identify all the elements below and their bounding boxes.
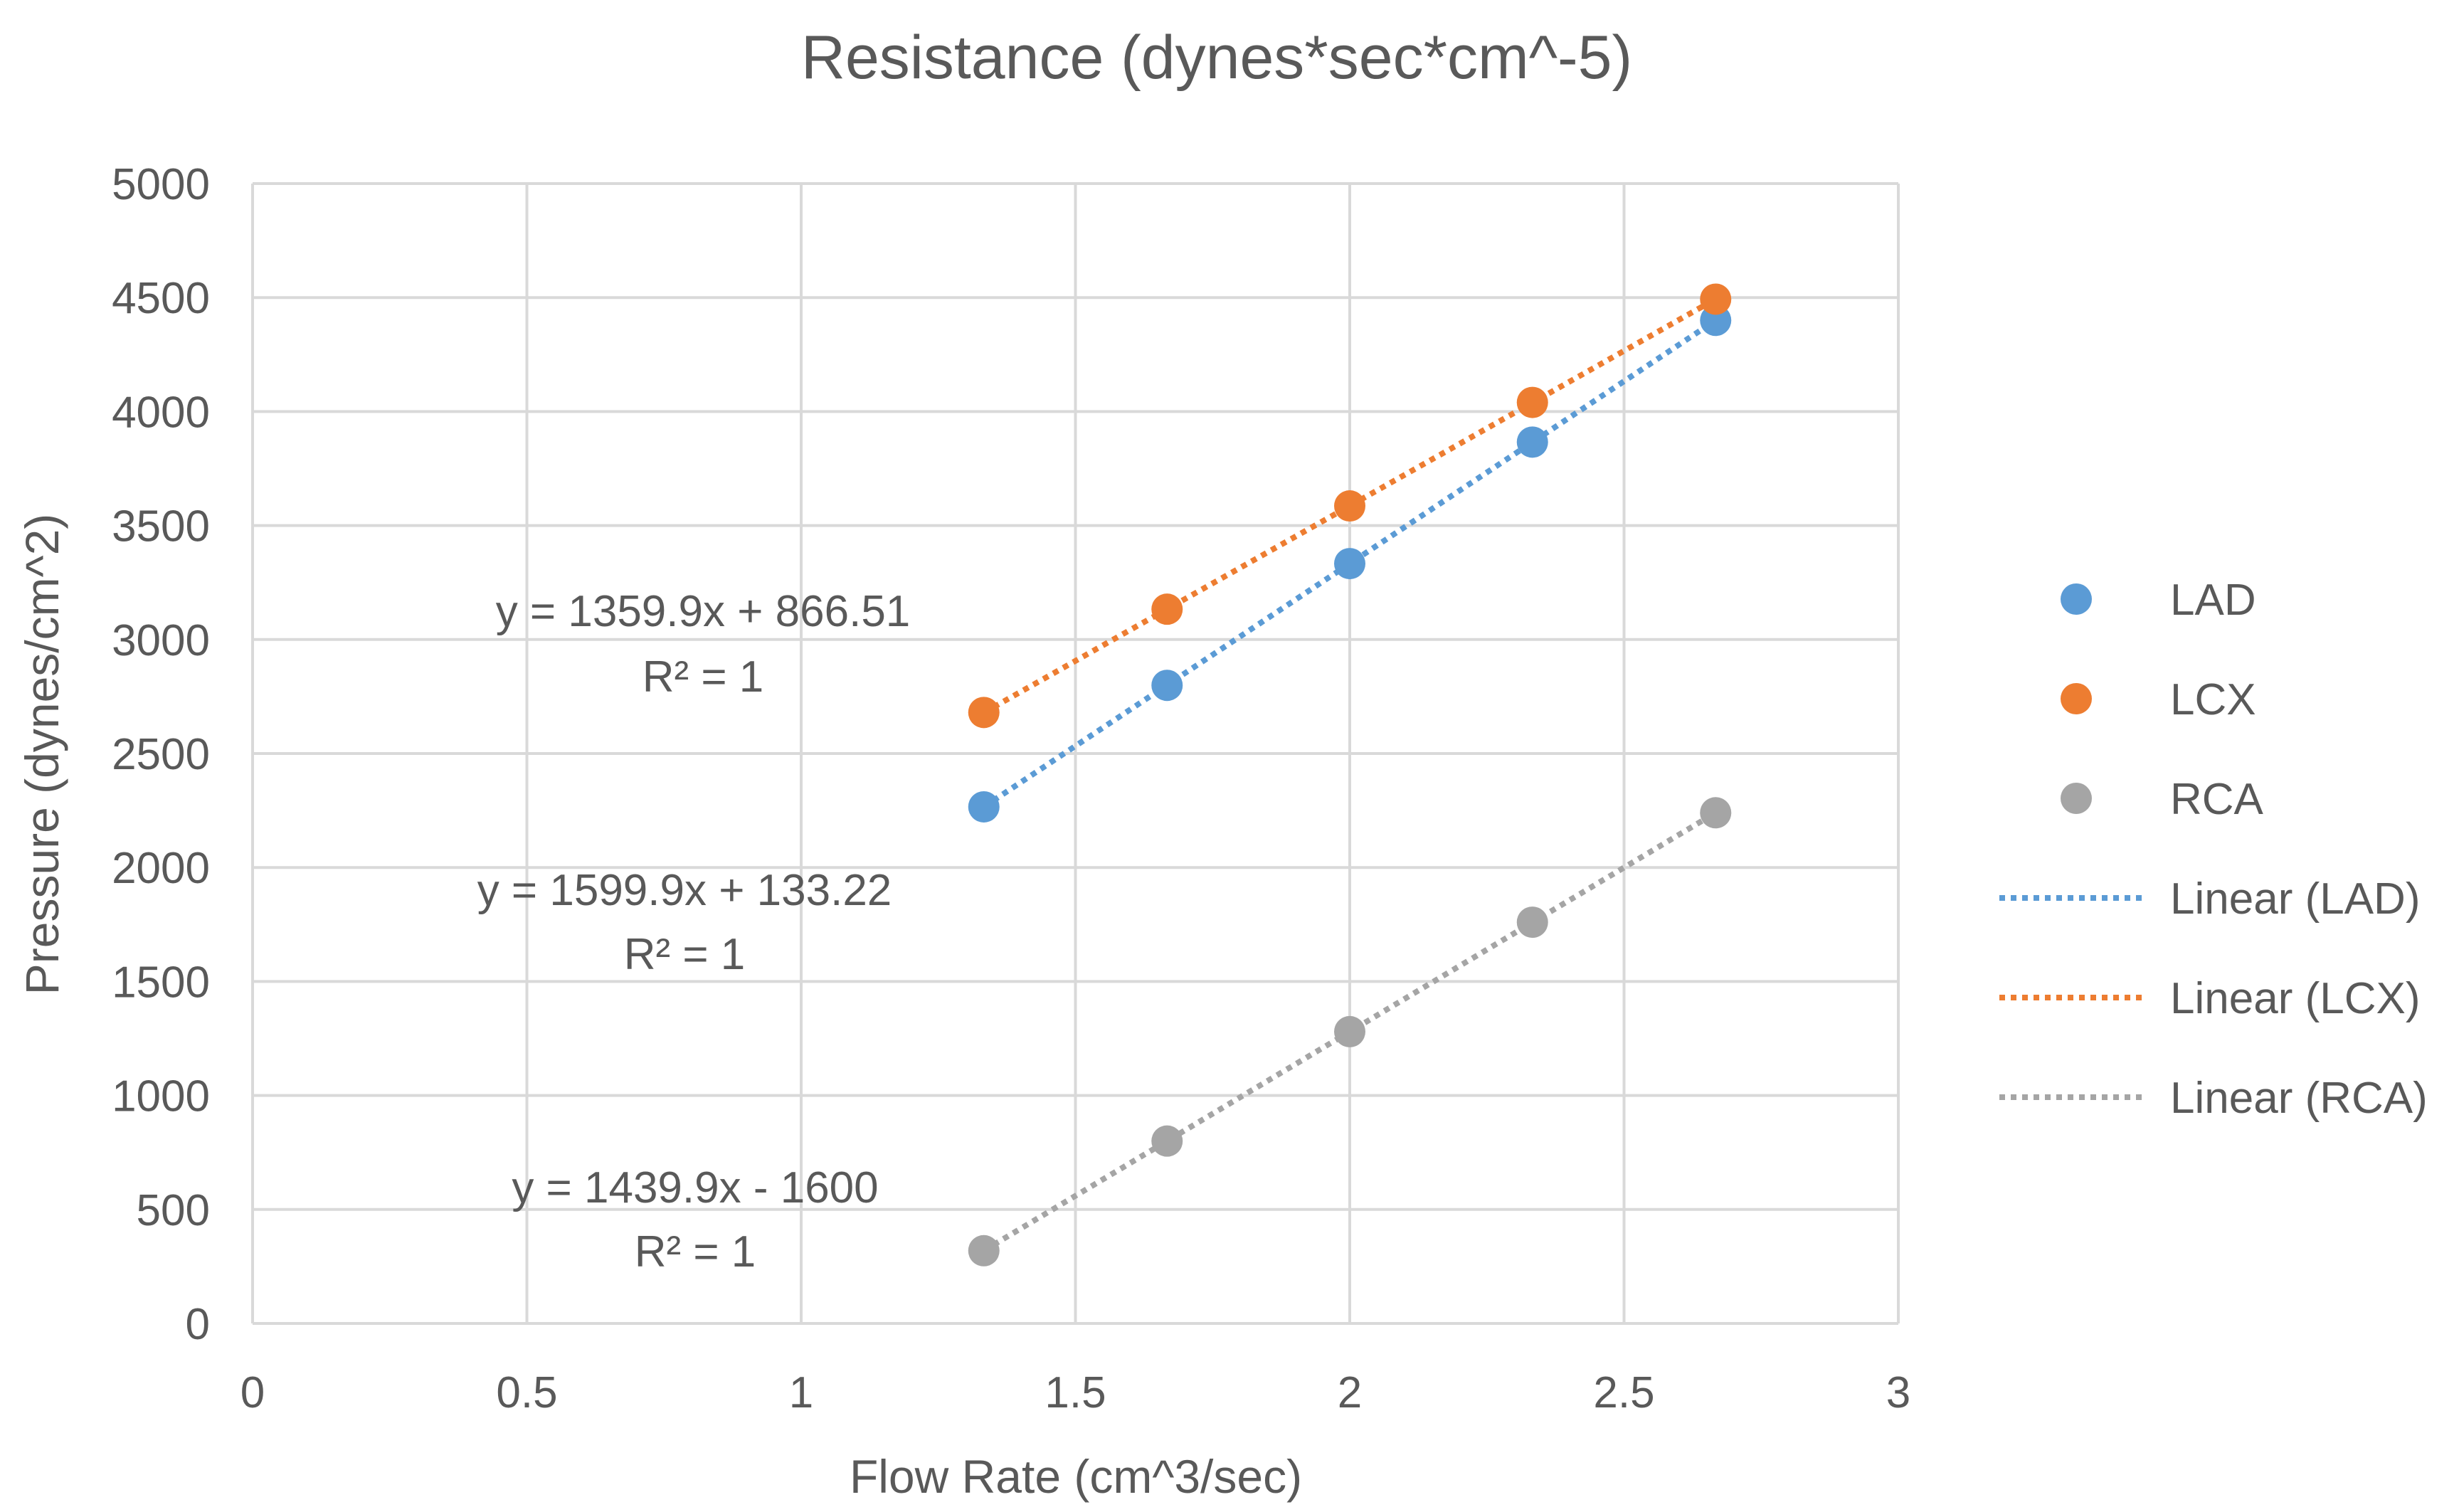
y-axis-label: Pressure (dynes/cm^2)	[16, 514, 68, 995]
data-point-lad	[1516, 426, 1548, 458]
y-tick-label: 1000	[112, 1072, 210, 1121]
equation-rca: y = 1439.9x - 1600	[512, 1163, 878, 1212]
equation-lcx: y = 1359.9x + 866.51	[496, 587, 911, 636]
legend-label-lad: LAD	[2170, 576, 2256, 625]
x-tick-label: 1	[789, 1368, 813, 1417]
x-tick-label: 2	[1338, 1368, 1362, 1417]
y-tick-label: 5000	[112, 160, 210, 209]
legend-marker-lad	[2061, 583, 2092, 615]
data-point-lcx	[968, 697, 1000, 729]
y-tick-label: 500	[137, 1186, 210, 1235]
y-tick-label: 0	[186, 1300, 210, 1349]
gridlines	[251, 182, 1900, 1325]
y-tick-label: 4500	[112, 274, 210, 323]
legend-trend-label-lcx: Linear (LCX)	[2170, 974, 2420, 1023]
trendline-lcx	[982, 296, 1718, 716]
x-tick-label: 1.5	[1045, 1368, 1106, 1417]
data-point-rca	[1700, 797, 1732, 829]
chart-title: Resistance (dynes*sec*cm^-5)	[801, 23, 1632, 92]
y-tick-label: 2000	[112, 844, 210, 893]
y-tick-label: 1500	[112, 958, 210, 1007]
data-point-lcx	[1516, 386, 1548, 418]
r-squared-lcx: R² = 1	[642, 652, 764, 702]
legend-label-lcx: LCX	[2170, 675, 2256, 724]
axis-ticks: 0 500 1000 1500 2000 2500 3000 3500 4000 4500 5000…	[112, 160, 1910, 1417]
x-tick-label: 0.5	[496, 1368, 557, 1417]
data-point-lcx	[1151, 593, 1183, 625]
x-tick-label: 2.5	[1593, 1368, 1654, 1417]
data-point-rca	[968, 1235, 1000, 1267]
legend: LAD LCX RCA Linear (LAD) Linear (LCX) Linear …	[1999, 576, 2428, 1123]
data-point-rca	[1151, 1125, 1183, 1157]
legend-trend-label-lad: Linear (LAD)	[2170, 874, 2420, 924]
trendline-equations: y = 1599.9x + 133.22 R² = 1 y = 1359.9x + …	[477, 587, 911, 1276]
y-tick-label: 3500	[112, 502, 210, 551]
r-squared-lad: R² = 1	[624, 930, 746, 979]
data-point-lad	[968, 791, 1000, 823]
trendline-lad	[982, 317, 1718, 810]
data-point-rca	[1516, 906, 1548, 939]
y-tick-label: 2500	[112, 730, 210, 779]
y-tick-label: 4000	[112, 388, 210, 437]
data-point-rca	[1334, 1015, 1365, 1047]
y-tick-label: 3000	[112, 616, 210, 665]
data-point-lcx	[1334, 490, 1365, 522]
x-tick-label: 0	[240, 1368, 265, 1417]
data-point-lad	[1334, 548, 1365, 580]
data-points	[968, 283, 1732, 1267]
legend-trend-label-rca: Linear (RCA)	[2170, 1074, 2428, 1123]
x-axis-label: Flow Rate (cm^3/sec)	[850, 1450, 1302, 1503]
r-squared-rca: R² = 1	[635, 1227, 756, 1276]
data-point-lad	[1151, 670, 1183, 702]
legend-marker-rca	[2061, 783, 2092, 814]
legend-label-rca: RCA	[2170, 775, 2264, 824]
legend-marker-lcx	[2061, 683, 2092, 714]
equation-lad: y = 1599.9x + 133.22	[477, 866, 892, 915]
data-point-lcx	[1700, 283, 1732, 315]
x-tick-label: 3	[1886, 1368, 1910, 1417]
